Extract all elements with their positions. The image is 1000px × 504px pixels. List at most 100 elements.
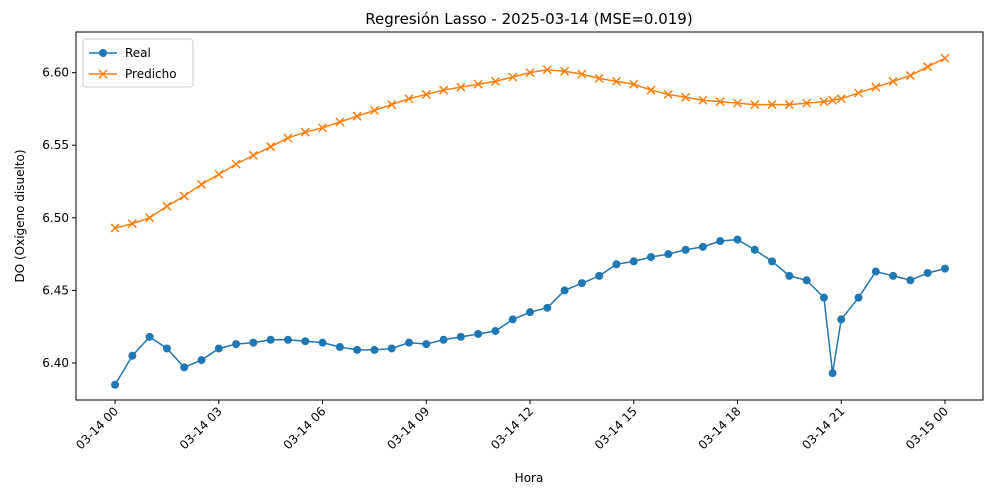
- marker: [490, 76, 500, 86]
- x-tick-label: 03-14 00: [73, 404, 121, 452]
- marker: [249, 338, 258, 347]
- marker: [283, 133, 293, 143]
- marker: [836, 94, 846, 104]
- marker: [681, 92, 691, 102]
- marker: [404, 94, 414, 104]
- marker: [508, 72, 518, 82]
- marker: [508, 315, 517, 324]
- marker: [232, 340, 241, 349]
- marker: [456, 82, 466, 92]
- x-tick-label: 03-14 06: [281, 404, 329, 452]
- marker: [871, 82, 881, 92]
- marker: [819, 97, 829, 107]
- marker: [785, 271, 794, 280]
- marker: [352, 111, 362, 121]
- marker: [318, 123, 328, 133]
- y-tick-label: 6.40: [42, 356, 69, 370]
- marker: [923, 268, 932, 277]
- marker: [162, 344, 171, 353]
- x-tick-label: 03-14 15: [592, 404, 640, 452]
- x-axis-label: Hora: [515, 471, 544, 485]
- x-tick-label: 03-14 21: [799, 404, 847, 452]
- marker: [197, 356, 206, 365]
- y-axis-label: DO (Oxígeno disuelto): [13, 149, 27, 282]
- marker: [456, 332, 465, 341]
- marker: [905, 71, 915, 81]
- x-tick-label: 03-15 00: [903, 404, 951, 452]
- series: [111, 235, 949, 389]
- marker: [647, 253, 656, 262]
- marker: [854, 293, 863, 302]
- marker: [491, 327, 500, 336]
- marker: [283, 335, 292, 344]
- marker: [768, 257, 777, 266]
- marker: [819, 293, 828, 302]
- marker: [698, 95, 708, 105]
- marker: [353, 345, 362, 354]
- legend-box: [82, 38, 194, 88]
- marker: [664, 250, 673, 259]
- marker: [179, 191, 189, 201]
- marker: [370, 345, 379, 354]
- marker: [542, 65, 552, 75]
- marker: [369, 105, 379, 115]
- marker: [128, 351, 137, 360]
- marker: [526, 308, 535, 317]
- marker: [828, 95, 838, 105]
- marker: [716, 237, 725, 246]
- x-tick-label: 03-14 12: [488, 404, 536, 452]
- marker: [888, 76, 898, 86]
- marker: [335, 117, 345, 127]
- marker: [940, 53, 950, 63]
- marker: [767, 100, 777, 110]
- chart-title: Regresión Lasso - 2025-03-14 (MSE=0.019): [365, 10, 692, 28]
- marker: [577, 69, 587, 79]
- x-tick-label: 03-14 09: [384, 404, 432, 452]
- marker: [663, 89, 673, 99]
- marker: [629, 79, 639, 89]
- marker: [750, 100, 760, 110]
- marker: [474, 329, 483, 338]
- marker: [111, 380, 120, 389]
- marker: [421, 89, 431, 99]
- y-tick-label: 6.55: [42, 138, 69, 152]
- marker: [162, 201, 172, 211]
- marker: [266, 142, 276, 152]
- legend-label: Real: [125, 46, 151, 60]
- marker: [248, 150, 258, 160]
- marker: [784, 100, 794, 110]
- marker: [594, 73, 604, 83]
- legend-marker: [98, 69, 108, 79]
- marker: [439, 85, 449, 95]
- marker: [473, 79, 483, 89]
- marker: [180, 363, 189, 372]
- y-tick-label: 6.60: [42, 66, 69, 80]
- marker: [266, 335, 275, 344]
- marker: [612, 260, 621, 269]
- marker: [837, 315, 846, 324]
- marker: [439, 335, 448, 344]
- marker: [560, 66, 570, 76]
- marker: [577, 279, 586, 288]
- marker: [145, 213, 155, 223]
- marker: [698, 242, 707, 251]
- marker: [560, 286, 569, 295]
- marker: [404, 338, 413, 347]
- marker: [889, 271, 898, 280]
- marker: [543, 303, 552, 312]
- marker: [611, 76, 621, 86]
- marker: [681, 245, 690, 254]
- y-tick-label: 6.45: [42, 283, 69, 297]
- marker: [940, 264, 949, 273]
- x-tick-label: 03-14 03: [177, 404, 225, 452]
- marker: [300, 127, 310, 137]
- line: [114, 57, 946, 229]
- marker: [422, 340, 431, 349]
- marker: [750, 245, 759, 254]
- marker: [923, 62, 933, 72]
- y-tick-label: 6.50: [42, 211, 69, 225]
- marker: [196, 179, 207, 189]
- marker: [906, 276, 915, 285]
- legend-marker: [99, 49, 107, 57]
